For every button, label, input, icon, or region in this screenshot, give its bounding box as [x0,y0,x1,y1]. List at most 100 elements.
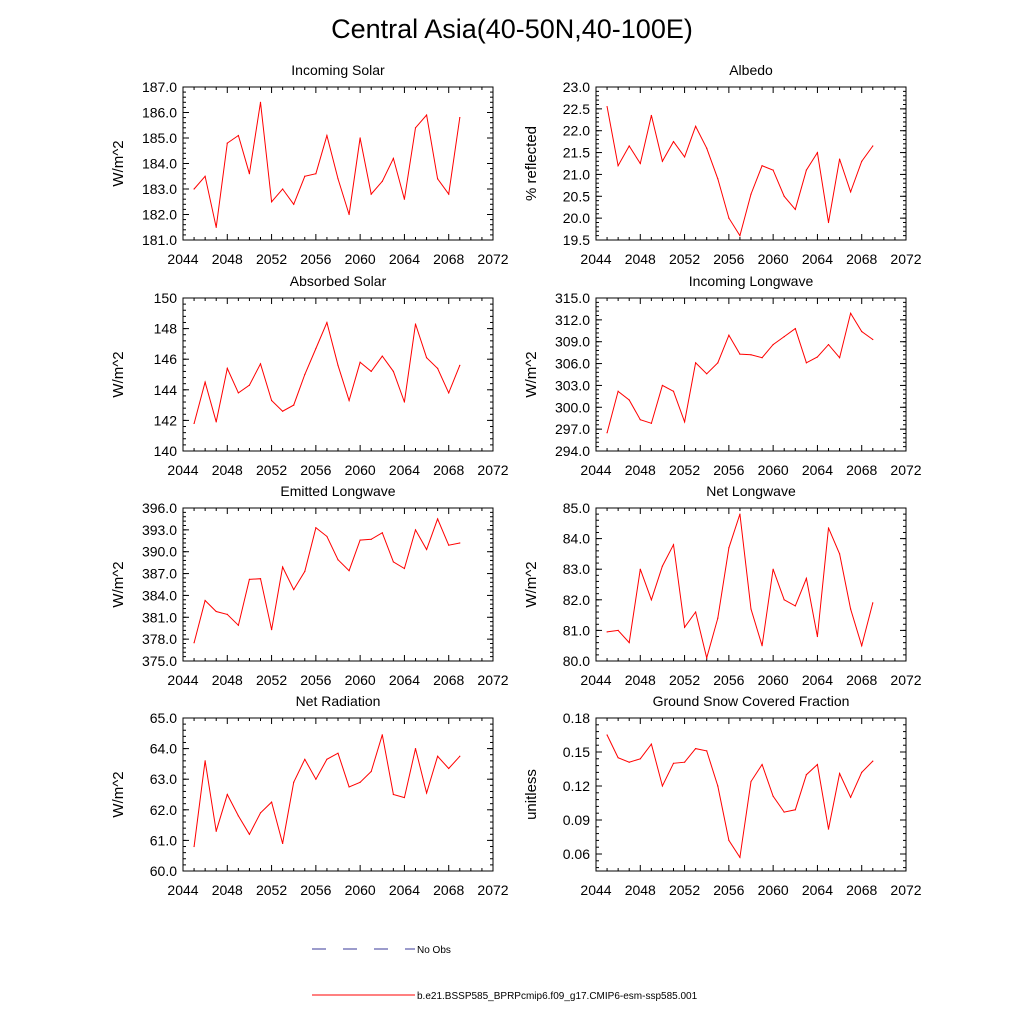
data-point [304,175,306,177]
data-point [226,367,228,369]
data-point [827,527,830,529]
data-point [728,839,730,842]
data-point [392,793,394,796]
x-tick-label: 2060 [345,251,376,267]
data-point [861,645,863,647]
data-point [259,101,262,103]
y-tick-label: 148 [154,321,178,337]
x-tick-label: 2072 [477,882,508,898]
x-tick-label: 2064 [802,462,833,478]
y-tick-label: 80.0 [563,653,590,669]
data-point [661,160,664,162]
data-point [661,785,664,787]
plot-frame [595,717,907,872]
y-axis-label: unitless [523,769,540,820]
y-tick-label: 0.06 [563,846,590,862]
data-point [783,599,785,601]
data-point [650,599,652,601]
data-point [695,611,697,613]
panel-title: Absorbed Solar [290,273,387,289]
x-tick-label: 2072 [477,462,508,478]
y-tick-label: 0.15 [563,744,590,760]
data-point [628,761,630,763]
data-point [315,347,317,350]
data-point [403,198,406,200]
x-tick-label: 2060 [758,462,789,478]
data-point [304,758,306,760]
data-point [872,760,874,762]
y-tick-label: 378.0 [142,631,177,647]
y-tick-label: 23.0 [563,79,590,95]
data-point [437,367,439,369]
x-tick-label: 2068 [433,672,464,688]
data-point [827,344,830,346]
data-point [425,792,428,794]
y-tick-label: 184.0 [142,156,177,172]
y-tick-label: 21.0 [563,166,590,182]
data-point [414,529,417,531]
y-axis-label: % reflected [523,126,540,201]
data-point [750,193,752,195]
data-point [326,321,328,324]
data-point [315,527,317,529]
x-tick-label: 2068 [846,672,877,688]
data-point [204,760,206,762]
y-tick-label: 306.0 [555,356,590,372]
x-tick-label: 2064 [389,672,420,688]
y-tick-label: 61.0 [150,832,177,848]
series-line [606,312,874,433]
data-point [459,117,461,119]
data-point [761,763,763,766]
x-tick-label: 2048 [625,251,656,267]
data-point [606,106,608,108]
data-point [348,786,350,788]
y-axis-label: W/m^2 [110,561,127,607]
y-tick-label: 146 [154,351,178,367]
data-point [348,570,350,572]
x-tick-label: 2044 [167,882,198,898]
data-point [850,191,852,193]
y-axis-label: W/m^2 [110,771,127,817]
data-point [661,565,664,567]
data-point [750,354,752,356]
data-point [259,363,262,365]
data-point [215,830,217,832]
x-tick-label: 2060 [345,462,376,478]
y-tick-label: 0.18 [563,710,590,726]
data-point [204,175,206,177]
y-tick-label: 65.0 [150,710,177,726]
panel-5: Emitted Longwave 2044 2048 2052 2056 2060 2064… [110,483,509,688]
data-point [437,755,439,757]
data-point [816,635,819,638]
y-tick-label: 185.0 [142,130,177,146]
x-tick-label: 2060 [758,882,789,898]
panel-title: Net Longwave [706,483,796,499]
data-point [248,173,251,175]
data-point [359,361,361,363]
y-tick-label: 303.0 [555,377,590,393]
data-point [739,353,741,355]
data-point [348,213,350,216]
x-tick-label: 2056 [300,882,331,898]
plot-frame [595,297,907,452]
data-point [370,370,372,373]
y-tick-label: 144 [154,382,178,398]
data-point [761,165,763,167]
data-point [193,845,195,848]
data-point [717,785,719,787]
data-point [392,157,394,159]
data-point [816,151,819,154]
data-point [816,356,819,358]
data-point [448,392,450,394]
x-tick-label: 2044 [580,462,611,478]
x-tick-label: 2048 [212,462,243,478]
data-point [650,422,652,424]
panel-title: Net Radiation [296,693,381,709]
data-point [215,226,217,228]
y-tick-label: 315.0 [555,290,590,306]
x-tick-label: 2072 [890,462,921,478]
panel-title: Incoming Longwave [689,273,814,289]
data-point [850,796,852,798]
data-point [293,589,295,591]
series-line [193,517,460,643]
